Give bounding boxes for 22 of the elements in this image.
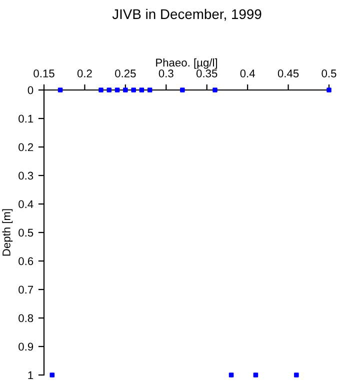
y-tick-label: 0.4: [18, 200, 34, 208]
x-axis-title: Phaeo. [µg/l]: [156, 58, 218, 69]
x-tick-label: 0.2: [77, 70, 92, 78]
y-tick-label: 0.2: [18, 143, 34, 152]
y-tick-label: 0: [28, 86, 34, 94]
x-tick-label: 0.3: [158, 70, 174, 78]
y-tick-label: 0.3: [18, 172, 34, 180]
y-tick-label: 1: [28, 371, 34, 380]
y-tick-label: 0.8: [18, 314, 34, 322]
x-tick-label: 0.45: [278, 70, 299, 78]
x-tick-label: 0.15: [34, 70, 54, 78]
x-tick-label: 0.4: [240, 70, 255, 78]
chart-title: JIVB in December, 1999: [112, 8, 262, 21]
y-tick-label: 0.7: [18, 286, 34, 294]
x-tick-label: 0.5: [322, 70, 336, 78]
y-tick-label: 0.1: [18, 114, 34, 123]
y-tick-label: 0.5: [18, 228, 34, 237]
y-tick-label: 0.6: [18, 257, 34, 266]
x-tick-label: 0.25: [115, 70, 136, 78]
y-axis-title: Depth [m]: [2, 209, 13, 256]
x-tick-label: 0.35: [196, 70, 218, 78]
y-tick-label: 0.9: [18, 342, 34, 351]
